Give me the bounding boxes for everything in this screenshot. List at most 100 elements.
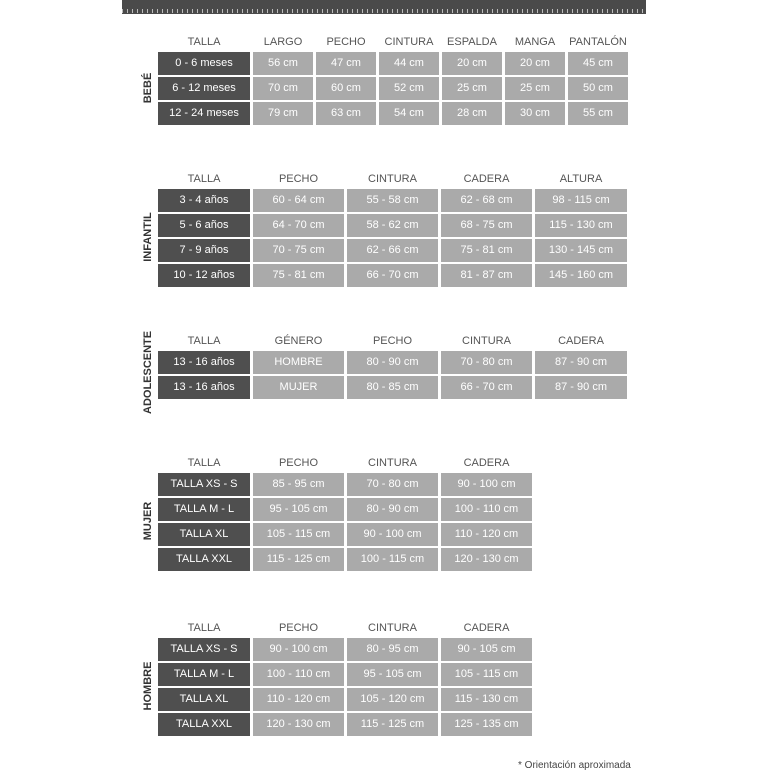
table-row: 0 - 6 meses 56 cm 47 cm 44 cm 20 cm 20 cm 45 c… bbox=[158, 52, 631, 75]
table-row: 5 - 6 años 64 - 70 cm 58 - 62 cm 68 - 75 cm… bbox=[158, 214, 630, 237]
value-cell: 130 - 145 cm bbox=[535, 239, 627, 262]
value-cell: MUJER bbox=[253, 376, 344, 399]
category-label: MUJER bbox=[142, 501, 154, 541]
value-cell: 70 - 75 cm bbox=[253, 239, 344, 262]
table-row: TALLA M - L 100 - 110 cm 95 - 105 cm 105 - … bbox=[158, 663, 535, 686]
value-cell: 75 - 81 cm bbox=[253, 264, 344, 287]
value-cell: 110 - 120 cm bbox=[253, 688, 344, 711]
size-cell: 10 - 12 años bbox=[158, 264, 250, 287]
value-cell: 90 - 100 cm bbox=[253, 638, 344, 661]
column-header: MANGA bbox=[514, 36, 556, 48]
category-label: INFANTIL bbox=[142, 212, 154, 262]
table-row: TALLA M - L 95 - 105 cm 80 - 90 cm 100 - 11… bbox=[158, 498, 535, 521]
footnote: * Orientación aproximada bbox=[518, 760, 631, 771]
value-cell: 52 cm bbox=[379, 77, 439, 100]
column-header: TALLA bbox=[187, 173, 221, 185]
value-cell: 55 cm bbox=[568, 102, 628, 125]
table-row: 7 - 9 años 70 - 75 cm 62 - 66 cm 75 - 81 cm… bbox=[158, 239, 630, 262]
value-cell: 85 - 95 cm bbox=[253, 473, 344, 496]
value-cell: 95 - 105 cm bbox=[253, 498, 344, 521]
value-cell: 100 - 110 cm bbox=[441, 498, 532, 521]
value-cell: 50 cm bbox=[568, 77, 628, 100]
value-cell: 75 - 81 cm bbox=[441, 239, 532, 262]
column-header: PECHO bbox=[278, 622, 319, 634]
value-cell: 80 - 90 cm bbox=[347, 351, 438, 374]
column-header: CINTURA bbox=[368, 173, 417, 185]
column-header: TALLA bbox=[187, 36, 221, 48]
value-cell: 87 - 90 cm bbox=[535, 351, 627, 374]
column-header: CADERA bbox=[463, 173, 510, 185]
value-cell: 60 cm bbox=[316, 77, 376, 100]
size-cell: 13 - 16 años bbox=[158, 376, 250, 399]
table-row: 12 - 24 meses 79 cm 63 cm 54 cm 28 cm 30 cm 55… bbox=[158, 102, 631, 125]
value-cell: 145 - 160 cm bbox=[535, 264, 627, 287]
value-cell: 66 - 70 cm bbox=[441, 376, 532, 399]
value-cell: 95 - 105 cm bbox=[347, 663, 438, 686]
value-cell: 66 - 70 cm bbox=[347, 264, 438, 287]
value-cell: 25 cm bbox=[505, 77, 565, 100]
value-cell: 45 cm bbox=[568, 52, 628, 75]
table-row: 13 - 16 años MUJER 80 - 85 cm 66 - 70 cm 87 … bbox=[158, 376, 630, 399]
size-cell: TALLA M - L bbox=[158, 498, 250, 521]
column-header: CINTURA bbox=[368, 457, 417, 469]
table-row: 13 - 16 años HOMBRE 80 - 90 cm 70 - 80 cm 87… bbox=[158, 351, 630, 374]
value-cell: 87 - 90 cm bbox=[535, 376, 627, 399]
size-table-1: TALLA PECHO CINTURA CADERA ALTURA 3 - 4 años 6… bbox=[158, 173, 630, 287]
table-header: TALLA LARGO PECHO CINTURA ESPALDA MANGA PANTAL… bbox=[158, 36, 631, 52]
value-cell: 68 - 75 cm bbox=[441, 214, 532, 237]
column-header: ALTURA bbox=[559, 173, 603, 185]
table-row: 6 - 12 meses 70 cm 60 cm 52 cm 25 cm 25 cm 50 … bbox=[158, 77, 631, 100]
table-header: TALLA PECHO CINTURA CADERA bbox=[158, 457, 535, 473]
value-cell: 125 - 135 cm bbox=[441, 713, 532, 736]
column-header: PECHO bbox=[372, 335, 413, 347]
value-cell: 120 - 130 cm bbox=[253, 713, 344, 736]
value-cell: 80 - 90 cm bbox=[347, 498, 438, 521]
column-header: PECHO bbox=[278, 457, 319, 469]
value-cell: 80 - 85 cm bbox=[347, 376, 438, 399]
column-header: CINTURA bbox=[368, 622, 417, 634]
table-header: TALLA PECHO CINTURA CADERA bbox=[158, 622, 535, 638]
size-cell: TALLA XL bbox=[158, 523, 250, 546]
table-row: TALLA XS - S 90 - 100 cm 80 - 95 cm 90 - 10… bbox=[158, 638, 535, 661]
column-header: TALLA bbox=[187, 622, 221, 634]
value-cell: 115 - 125 cm bbox=[253, 548, 344, 571]
value-cell: 30 cm bbox=[505, 102, 565, 125]
column-header: CADERA bbox=[463, 457, 510, 469]
value-cell: 80 - 95 cm bbox=[347, 638, 438, 661]
value-cell: 79 cm bbox=[253, 102, 313, 125]
column-header: PANTALÓN bbox=[569, 36, 627, 48]
size-table-4: TALLA PECHO CINTURA CADERA TALLA XS - S 90 - … bbox=[158, 622, 535, 736]
table-row: TALLA XXL 115 - 125 cm 100 - 115 cm 120 - 1… bbox=[158, 548, 535, 571]
category-label: HOMBRE bbox=[142, 661, 154, 711]
value-cell: 20 cm bbox=[505, 52, 565, 75]
size-cell: 5 - 6 años bbox=[158, 214, 250, 237]
value-cell: 90 - 100 cm bbox=[347, 523, 438, 546]
size-cell: TALLA XXL bbox=[158, 548, 250, 571]
table-row: 3 - 4 años 60 - 64 cm 55 - 58 cm 62 - 68 cm… bbox=[158, 189, 630, 212]
value-cell: 120 - 130 cm bbox=[441, 548, 532, 571]
size-cell: 6 - 12 meses bbox=[158, 77, 250, 100]
value-cell: 98 - 115 cm bbox=[535, 189, 627, 212]
value-cell: 90 - 105 cm bbox=[441, 638, 532, 661]
value-cell: 55 - 58 cm bbox=[347, 189, 438, 212]
category-label: ADOLESCENTE bbox=[142, 330, 154, 414]
size-cell: 7 - 9 años bbox=[158, 239, 250, 262]
table-header: TALLA GÉNERO PECHO CINTURA CADERA bbox=[158, 335, 630, 351]
table-row: TALLA XXL 120 - 130 cm 115 - 125 cm 125 - 1… bbox=[158, 713, 535, 736]
table-header: TALLA PECHO CINTURA CADERA ALTURA bbox=[158, 173, 630, 189]
column-header: TALLA bbox=[187, 457, 221, 469]
column-header: TALLA bbox=[187, 335, 221, 347]
table-row: TALLA XS - S 85 - 95 cm 70 - 80 cm 90 - 100… bbox=[158, 473, 535, 496]
table-row: TALLA XL 110 - 120 cm 105 - 120 cm 115 - 13… bbox=[158, 688, 535, 711]
value-cell: 90 - 100 cm bbox=[441, 473, 532, 496]
table-row: 10 - 12 años 75 - 81 cm 66 - 70 cm 81 - 87 … bbox=[158, 264, 630, 287]
value-cell: 58 - 62 cm bbox=[347, 214, 438, 237]
value-cell: 105 - 120 cm bbox=[347, 688, 438, 711]
value-cell: 70 - 80 cm bbox=[347, 473, 438, 496]
value-cell: 44 cm bbox=[379, 52, 439, 75]
size-cell: TALLA XXL bbox=[158, 713, 250, 736]
column-header: ESPALDA bbox=[447, 36, 497, 48]
value-cell: 47 cm bbox=[316, 52, 376, 75]
value-cell: 62 - 66 cm bbox=[347, 239, 438, 262]
value-cell: 70 - 80 cm bbox=[441, 351, 532, 374]
